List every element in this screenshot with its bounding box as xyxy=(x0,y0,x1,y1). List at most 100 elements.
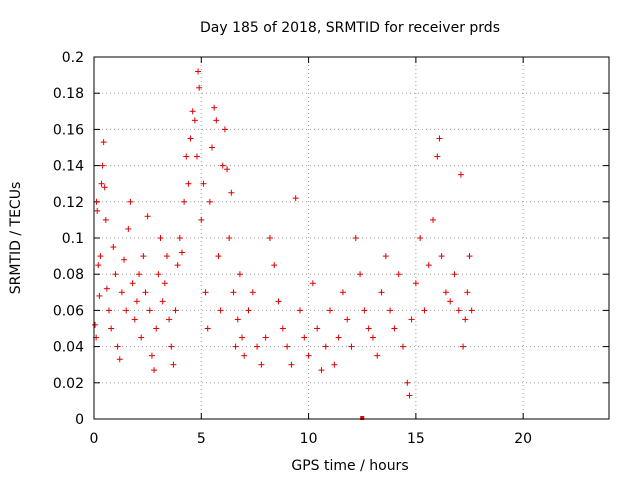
data-point xyxy=(466,253,473,260)
data-point xyxy=(161,280,168,287)
data-point xyxy=(185,180,192,187)
x-tick-label: 15 xyxy=(407,431,425,447)
data-point xyxy=(217,307,224,314)
data-point xyxy=(271,262,278,269)
data-point xyxy=(144,213,151,220)
data-point xyxy=(374,352,381,359)
y-tick-label: 0.04 xyxy=(53,340,84,356)
data-point xyxy=(365,325,372,332)
data-point xyxy=(297,307,303,314)
data-point xyxy=(357,271,364,278)
data-point xyxy=(112,271,119,278)
data-point xyxy=(395,271,402,278)
data-point xyxy=(434,153,441,160)
data-point xyxy=(318,367,325,374)
data-point xyxy=(168,343,175,350)
data-point xyxy=(232,343,239,350)
data-point xyxy=(142,289,149,296)
data-point xyxy=(436,135,443,142)
data-point xyxy=(241,352,248,359)
data-point xyxy=(194,153,200,160)
data-point xyxy=(457,171,464,178)
data-point xyxy=(331,361,338,368)
data-point xyxy=(172,307,179,314)
plot-frame xyxy=(93,56,610,420)
data-point xyxy=(249,289,256,296)
data-point xyxy=(230,289,237,296)
data-point xyxy=(209,144,216,151)
y-tick-label: 0 xyxy=(75,412,84,428)
data-point xyxy=(157,235,164,241)
data-point xyxy=(198,216,205,223)
axis-ticks: 0 0.02 0.04 0.06 0.08 0.1 0.12 0.14 0.16 0.18 0.2 0… xyxy=(53,50,609,447)
data-point xyxy=(327,307,334,314)
data-point xyxy=(462,316,469,323)
outlier-point xyxy=(360,416,365,420)
data-point xyxy=(382,253,389,260)
data-point xyxy=(455,307,462,314)
data-point xyxy=(224,166,231,173)
data-point xyxy=(200,180,207,187)
data-point xyxy=(127,198,134,205)
data-point xyxy=(228,189,235,196)
data-point xyxy=(155,271,162,278)
data-point xyxy=(213,117,220,124)
data-point xyxy=(97,253,104,260)
data-point xyxy=(106,307,113,314)
data-point xyxy=(239,334,246,341)
data-point xyxy=(96,292,103,299)
data-point xyxy=(138,334,145,341)
data-point xyxy=(123,307,130,314)
y-tick-label: 0.08 xyxy=(53,267,84,283)
data-point xyxy=(159,298,166,305)
y-tick-label: 0.2 xyxy=(62,50,84,66)
data-point xyxy=(93,198,100,205)
data-point xyxy=(174,262,181,269)
y-tick-label: 0.16 xyxy=(53,122,84,138)
data-point xyxy=(322,343,329,350)
data-point xyxy=(102,216,109,223)
data-point xyxy=(344,316,351,323)
data-point xyxy=(262,334,269,341)
data-point xyxy=(421,307,428,314)
data-point xyxy=(151,367,158,374)
data-point xyxy=(430,216,437,223)
data-point xyxy=(226,235,233,241)
data-point xyxy=(451,271,458,278)
data-point xyxy=(100,139,107,146)
data-point xyxy=(121,256,128,263)
data-point xyxy=(116,356,123,363)
data-point xyxy=(94,207,101,214)
data-point xyxy=(447,298,454,305)
data-point xyxy=(417,235,424,241)
data-point xyxy=(254,343,261,350)
data-point xyxy=(211,104,218,111)
data-point xyxy=(191,117,198,124)
data-point xyxy=(215,253,222,260)
data-point xyxy=(369,334,376,341)
data-point xyxy=(292,195,299,202)
data-point xyxy=(387,307,394,314)
data-point xyxy=(412,280,419,287)
data-point xyxy=(189,108,196,115)
data-point xyxy=(442,289,449,296)
data-point xyxy=(309,280,316,287)
data-point xyxy=(98,180,105,187)
data-point xyxy=(108,325,115,332)
data-point xyxy=(352,235,359,241)
data-point xyxy=(425,262,432,269)
data-point xyxy=(234,316,241,323)
data-point xyxy=(258,361,265,368)
data-point xyxy=(99,162,106,169)
y-tick-label: 0.06 xyxy=(53,303,84,319)
data-point xyxy=(196,84,203,91)
data-point xyxy=(131,316,138,323)
data-point xyxy=(178,249,185,256)
x-tick-label: 0 xyxy=(90,431,99,447)
data-point xyxy=(400,343,406,350)
data-point xyxy=(140,253,147,260)
gridlines xyxy=(94,57,609,419)
data-point xyxy=(408,316,415,323)
data-point xyxy=(129,280,136,287)
y-tick-label: 0.1 xyxy=(62,231,84,247)
